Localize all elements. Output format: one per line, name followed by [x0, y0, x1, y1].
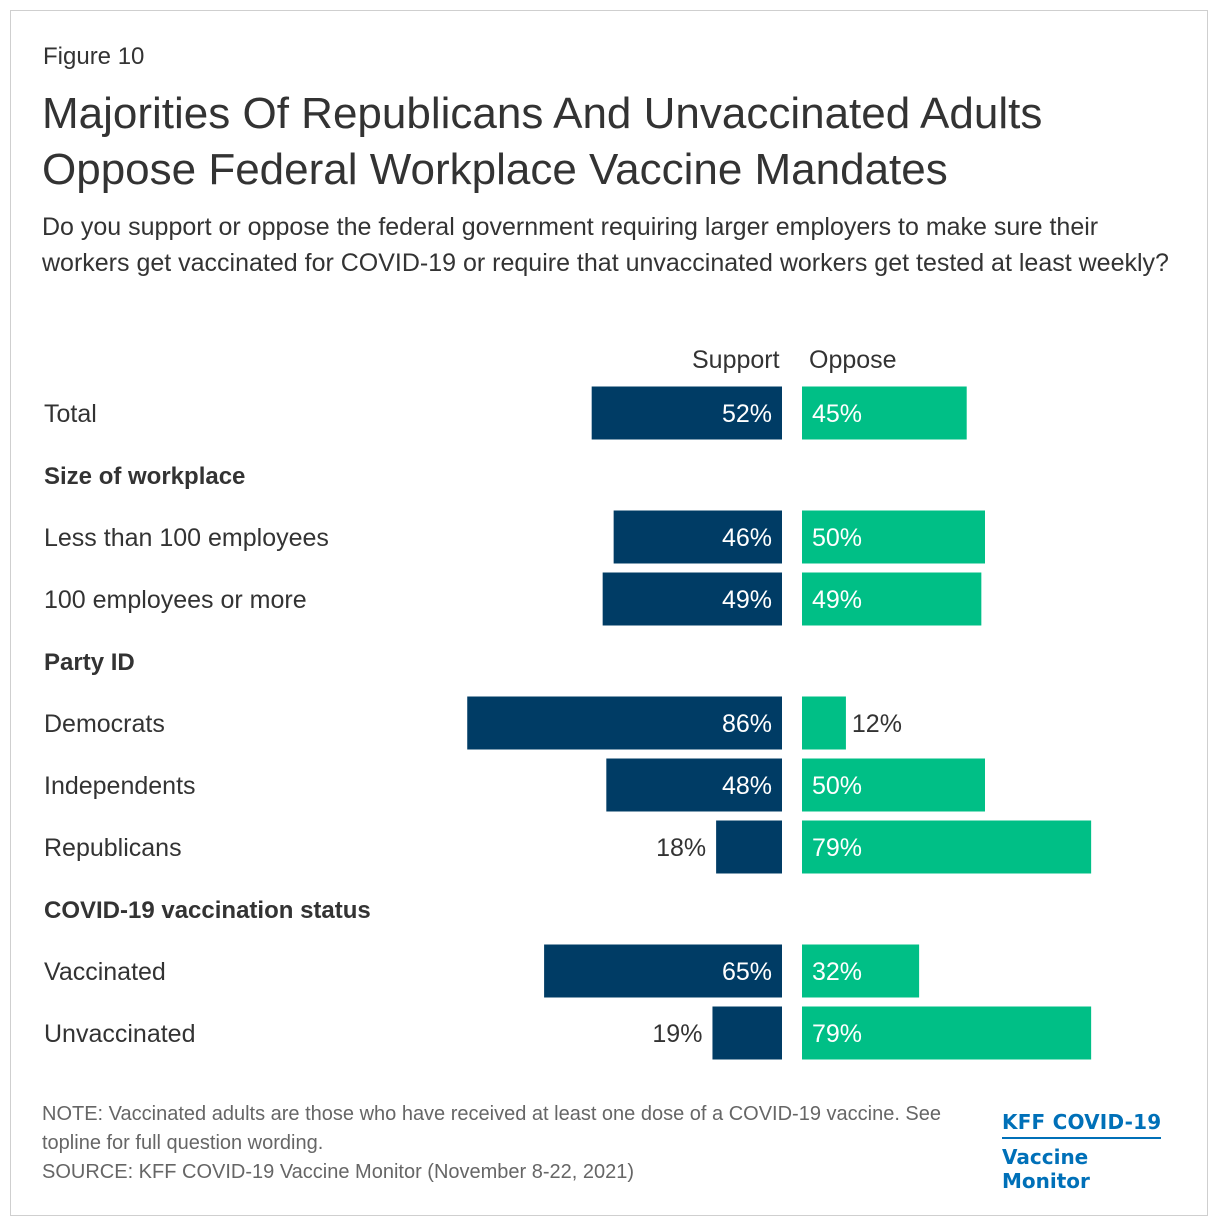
row-label: Vaccinated — [44, 958, 166, 986]
row-label: Total — [44, 400, 97, 428]
support-value-label: 65% — [722, 958, 772, 986]
support-value-label: 19% — [652, 1020, 702, 1048]
support-bar — [613, 510, 782, 564]
support-bar — [544, 944, 782, 998]
support-bar — [467, 696, 782, 750]
support-bar — [716, 820, 782, 874]
support-bar — [712, 1006, 782, 1060]
support-bar — [606, 758, 782, 812]
chart-title: Majorities Of Republicans And Unvaccinat… — [42, 89, 1043, 194]
row-label: Independents — [44, 772, 196, 800]
oppose-bar — [802, 758, 985, 812]
oppose-bar — [802, 1006, 1092, 1060]
support-value-label: 18% — [656, 834, 706, 862]
oppose-column-header: Oppose — [809, 346, 897, 374]
source-text: SOURCE: KFF COVID-19 Vaccine Monitor (No… — [42, 1161, 635, 1183]
figure-label: Figure 10 — [43, 43, 145, 70]
oppose-bar — [802, 572, 982, 626]
oppose-value-label: 45% — [812, 400, 862, 428]
group-heading: COVID-19 vaccination status — [44, 897, 371, 924]
row-label: Less than 100 employees — [44, 524, 329, 552]
logo-line-2: Vaccine Monitor — [1002, 1145, 1090, 1193]
oppose-bar — [802, 510, 985, 564]
oppose-value-label: 79% — [812, 1020, 862, 1048]
oppose-value-label: 49% — [812, 586, 862, 614]
support-value-label: 52% — [722, 400, 772, 428]
support-value-label: 86% — [722, 710, 772, 738]
row-label: Republicans — [44, 834, 182, 862]
oppose-bar — [802, 820, 1092, 874]
support-bar — [591, 386, 782, 440]
group-heading: Size of workplace — [44, 463, 245, 490]
support-bar — [602, 572, 782, 626]
figure-frame — [10, 10, 1208, 1216]
support-value-label: 48% — [722, 772, 772, 800]
group-heading: Party ID — [44, 649, 135, 676]
oppose-value-label: 50% — [812, 772, 862, 800]
oppose-bar — [802, 696, 846, 750]
oppose-bar — [802, 944, 920, 998]
row-label: 100 employees or more — [44, 586, 307, 614]
support-column-header: Support — [692, 346, 780, 374]
support-value-label: 46% — [722, 524, 772, 552]
kff-logo: KFF COVID-19 Vaccine Monitor — [1002, 1110, 1182, 1193]
row-label: Democrats — [44, 710, 165, 738]
footnote: NOTE: Vaccinated adults are those who ha… — [42, 1100, 942, 1187]
support-value-label: 49% — [722, 586, 772, 614]
oppose-bar — [802, 386, 967, 440]
oppose-value-label: 32% — [812, 958, 862, 986]
note-text: NOTE: Vaccinated adults are those who ha… — [42, 1103, 942, 1154]
chart-subtitle: Do you support or oppose the federal gov… — [42, 213, 1169, 277]
oppose-value-label: 79% — [812, 834, 862, 862]
logo-line-1: KFF COVID-19 — [1002, 1110, 1162, 1139]
oppose-value-label: 12% — [852, 710, 902, 738]
oppose-value-label: 50% — [812, 524, 862, 552]
row-label: Unvaccinated — [44, 1020, 195, 1048]
